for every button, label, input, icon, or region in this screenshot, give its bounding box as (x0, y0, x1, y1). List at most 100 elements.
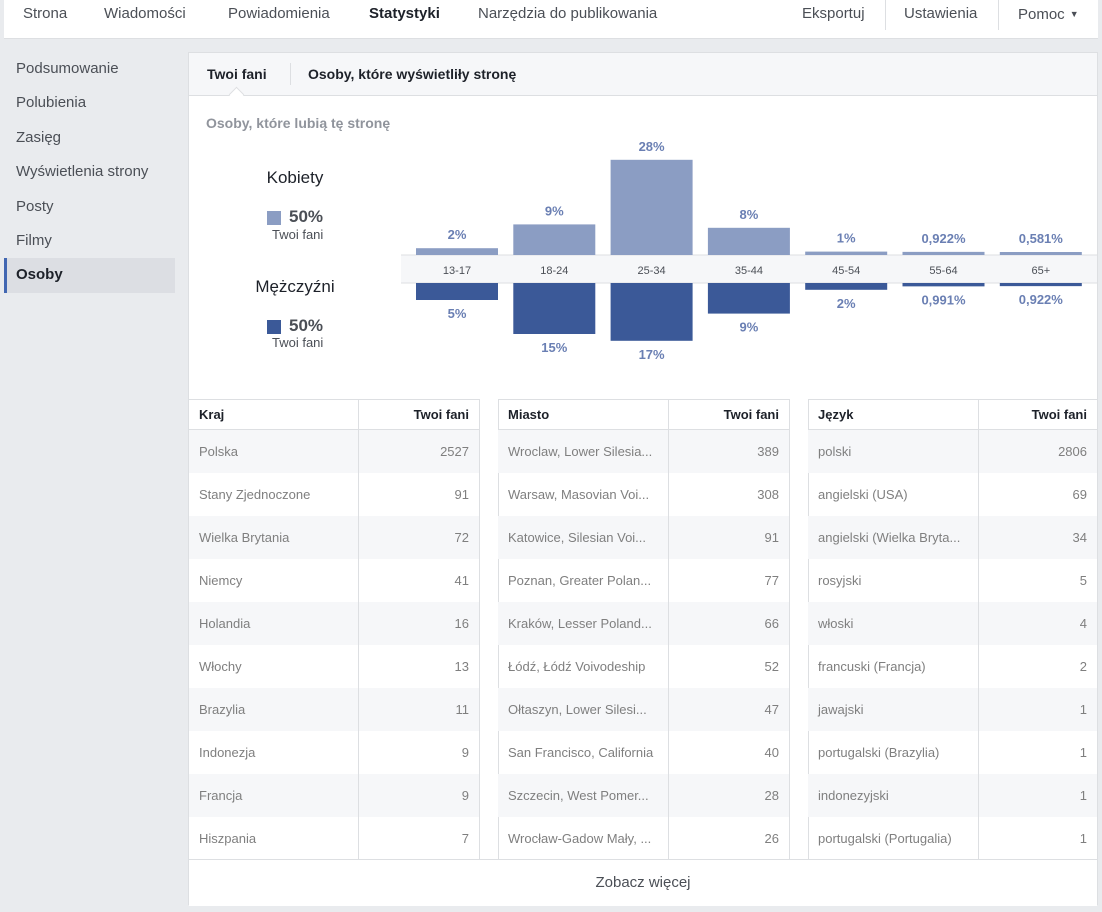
bar-women-18-24 (513, 224, 596, 255)
city-name-cell: Szczecin, West Pomer... (498, 773, 668, 817)
language-fans-col-header[interactable]: Twoi fani (977, 399, 1097, 430)
country-fans-cell: 7 (357, 816, 479, 860)
city-fans-col-header[interactable]: Twoi fani (667, 399, 789, 430)
nav-ustawienia[interactable]: Ustawienia (904, 5, 978, 22)
sidebar-item-posty[interactable]: Posty (16, 197, 54, 215)
language-fans-cell: 1 (977, 687, 1097, 731)
country-fans-cell: 72 (357, 515, 479, 559)
language-col-header[interactable]: Język (808, 399, 978, 430)
country-name-cell: Holandia (189, 601, 358, 645)
nav-eksportuj[interactable]: Eksportuj (802, 5, 865, 22)
bar-men-label: 9% (740, 320, 759, 335)
nav-pomoc[interactable]: Pomoc ▼ (1018, 0, 1079, 28)
bar-men-13-17 (416, 283, 498, 300)
bar-women-label: 9% (545, 203, 564, 218)
bar-women-65+ (999, 252, 1082, 255)
language-name-cell: indonezyjski (808, 773, 978, 817)
nav-powiadomienia[interactable]: Powiadomienia (228, 5, 330, 22)
city-fans-cell: 28 (667, 773, 789, 817)
bar-men-label: 0,991% (921, 292, 966, 307)
legend-men-swatch (267, 320, 281, 334)
country-name-cell: Indonezja (199, 744, 256, 760)
language-fans-cell: 1 (977, 816, 1097, 860)
legend-men-pct: 50% (289, 316, 324, 335)
country-col-header[interactable]: Kraj (189, 399, 358, 430)
language-fans-cell: 34 (977, 515, 1097, 559)
city-name-cell: Poznan, Greater Polan... (508, 572, 652, 588)
section-title: Osoby, które lubią tę stronę (206, 115, 391, 131)
bar-women-label: 2% (448, 227, 467, 242)
sidebar-item-wyswietlenia[interactable]: Wyświetlenia strony (16, 163, 149, 181)
bar-men-55-64 (902, 283, 985, 287)
city-name-cell: Wroclaw, Lower Silesia... (498, 429, 668, 473)
city-fans-cell: 52 (667, 644, 789, 688)
city-col-header[interactable]: Miasto (498, 399, 668, 430)
bar-men-35-44 (707, 283, 790, 314)
city-fans-cell: 389 (667, 429, 789, 473)
bar-men-label: 5% (448, 306, 467, 321)
country-fans-cell: 9 (357, 730, 479, 774)
table-row: Stany Zjednoczone 91 (189, 472, 479, 516)
tab-osoby-wyswietlily[interactable]: Osoby, które wyświetliły stronę (308, 66, 517, 82)
city-name-cell: Warsaw, Masovian Voi... (508, 486, 650, 502)
age-tick-label: 25-34 (638, 265, 666, 277)
table-row: Katowice, Silesian Voi... 91 (498, 515, 789, 559)
bar-women-label: 0,581% (1019, 231, 1064, 246)
table-row: rosyjski 5 (808, 558, 1097, 602)
city-name-cell: Kraków, Lesser Poland... (498, 601, 668, 645)
tab-divider (290, 63, 291, 85)
table-row: angielski (USA) 69 (808, 472, 1097, 516)
age-tick-label: 35-44 (735, 265, 763, 277)
bar-men-45-54 (805, 283, 888, 290)
bar-women-25-34 (610, 159, 693, 255)
sidebar-item-zasieg[interactable]: Zasięg (16, 128, 62, 146)
language-name-cell: rosyjski (818, 572, 862, 588)
age-tick-label: 13-17 (443, 265, 471, 277)
sidebar-item-polubienia[interactable]: Polubienia (16, 94, 87, 112)
legend-men-title: Mężczyźni (255, 277, 335, 296)
language-table: Język Twoi fani polski 2806 angielski (USA… (808, 399, 1097, 860)
caret-down-icon: ▼ (1069, 9, 1079, 19)
sidebar-item-podsumowanie[interactable]: Podsumowanie (16, 60, 119, 77)
age-tick-label: 55-64 (929, 265, 957, 277)
sidebar-item-osoby[interactable]: Osoby (4, 258, 175, 293)
sidebar-item-filmy[interactable]: Filmy (16, 231, 52, 249)
country-fans-cell: 11 (357, 687, 479, 731)
table-row: francuski (Francja) 2 (808, 644, 1097, 688)
nav-statystyki[interactable]: Statystyki (369, 5, 440, 22)
city-name-cell: Ołtaszyn, Lower Silesi... (498, 687, 668, 731)
table-row: Hiszpania 7 (189, 816, 479, 860)
city-name-cell: Wrocław-Gadow Mały, ... (508, 830, 652, 846)
table-row: polski 2806 (808, 429, 1097, 473)
nav-wiadomosci[interactable]: Wiadomości (104, 5, 186, 22)
see-more-button[interactable]: Zobacz więcej (189, 859, 1097, 906)
nav-narzedzia[interactable]: Narzędzia do publikowania (478, 5, 658, 22)
nav-strona[interactable]: Strona (23, 5, 68, 22)
bar-women-55-64 (902, 251, 985, 255)
country-name-cell: Stany Zjednoczone (199, 486, 311, 502)
city-fans-cell: 308 (667, 472, 789, 516)
table-row: Niemcy 41 (189, 558, 479, 602)
bar-men-label: 0,922% (1019, 292, 1064, 307)
table-row: indonezyjski 1 (808, 773, 1097, 817)
table-row: Kraków, Lesser Poland... 66 (498, 601, 789, 645)
bar-women-13-17 (416, 248, 498, 255)
sidebar: Podsumowanie Polubienia Zasięg Wyświetle… (4, 52, 175, 293)
country-fans-col-header[interactable]: Twoi fani (357, 399, 479, 430)
table-row: Wrocław-Gadow Mały, ... 26 (498, 816, 789, 860)
country-name-cell: Wielka Brytania (189, 515, 358, 559)
bar-men-label: 2% (837, 296, 856, 311)
tab-twoi-fani[interactable]: Twoi fani (207, 66, 267, 82)
bar-men-25-34 (610, 283, 693, 341)
table-row: Poznan, Greater Polan... 77 (498, 558, 789, 602)
country-name-cell: Polska (189, 429, 358, 473)
language-name-cell: jawajski (808, 687, 978, 731)
language-fans-cell: 2806 (977, 429, 1097, 473)
city-table: Miasto Twoi fani Wroclaw, Lower Silesia.… (498, 399, 789, 860)
language-name-cell: polski (808, 429, 978, 473)
city-fans-cell: 91 (667, 515, 789, 559)
table-row: Warsaw, Masovian Voi... 308 (498, 472, 789, 516)
city-fans-cell: 26 (667, 816, 789, 860)
language-fans-cell: 1 (977, 730, 1097, 774)
main-panel: Twoi fani Osoby, które wyświetliły stron… (188, 52, 1098, 906)
